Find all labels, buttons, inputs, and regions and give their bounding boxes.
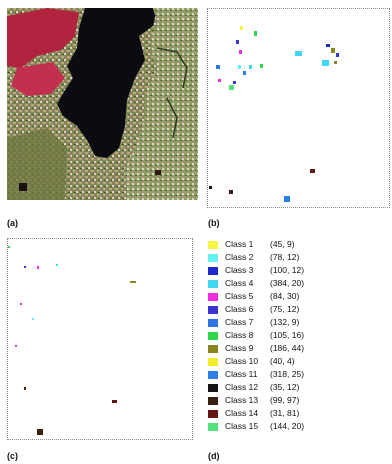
legend-class-count: (45, 9) [270,239,295,249]
legend-row-class-2: Class 2 (78, 12) [208,251,392,264]
legend-class-name: Class 9 [225,343,254,353]
legend-class-name: Class 4 [225,278,254,288]
satellite-image-panel [7,8,198,200]
legend-class-name: Class 3 [225,265,254,275]
legend-swatch [208,266,218,275]
legend-class-name: Class 8 [225,330,254,340]
legend-row-class-6: Class 6 (75, 12) [208,303,392,316]
legend-class-name: Class 11 [225,369,258,379]
class-legend: Class 1 (45, 9) Class 2 (78, 12) Class 3… [208,238,392,433]
legend-row-class-8: Class 8 (105, 16) [208,329,392,342]
legend-swatch [208,383,218,392]
legend-row-class-3: Class 3 (100, 12) [208,264,392,277]
legend-class-name: Class 15 [225,421,259,431]
legend-class-count: (318, 25) [270,369,305,379]
legend-class-count: (31, 81) [270,408,300,418]
legend-row-class-7: Class 7 (132, 9) [208,316,392,329]
legend-swatch [208,305,218,314]
legend-row-class-11: Class 11 (318, 25) [208,368,392,381]
legend-swatch [208,344,218,353]
legend-swatch [208,253,218,262]
legend-class-count: (40, 4) [270,356,295,366]
classification-map-c-points [8,246,136,435]
legend-class-count: (186, 44) [270,343,305,353]
legend-class-count: (35, 12) [270,382,300,392]
legend-class-count: (105, 16) [270,330,305,340]
legend-class-name: Class 2 [225,252,254,262]
legend-row-class-9: Class 9 (186, 44) [208,342,392,355]
legend-class-count: (78, 12) [270,252,300,262]
legend-class-name: Class 12 [225,382,259,392]
legend-swatch [208,331,218,340]
legend-class-count: (84, 30) [270,291,300,301]
legend-class-name: Class 13 [225,395,259,405]
classification-map-b-points [209,26,339,202]
legend-class-count: (100, 12) [270,265,305,275]
legend-swatch [208,396,218,405]
legend-class-count: (144, 20) [270,421,305,431]
legend-row-class-15: Class 15 (144, 20) [208,420,392,433]
legend-row-class-13: Class 13 (99, 97) [208,394,392,407]
legend-class-count: (132, 9) [270,317,300,327]
panel-label-c: (c) [7,451,18,461]
legend-class-name: Class 5 [225,291,254,301]
legend-class-name: Class 14 [225,408,259,418]
panel-label-a: (a) [7,218,18,228]
satellite-image [7,8,198,200]
legend-class-count: (99, 97) [270,395,300,405]
panel-label-d: (d) [208,451,220,461]
legend-swatch [208,357,218,366]
legend-row-class-4: Class 4 (384, 20) [208,277,392,290]
legend-swatch [208,318,218,327]
legend-row-class-10: Class 10 (40, 4) [208,355,392,368]
legend-class-name: Class 6 [225,304,254,314]
legend-swatch [208,292,218,301]
classification-map-b [207,8,390,208]
legend-row-class-1: Class 1 (45, 9) [208,238,392,251]
classification-map-c [7,238,193,440]
legend-swatch [208,370,218,379]
legend-class-name: Class 7 [225,317,254,327]
panel-label-b: (b) [208,218,220,228]
legend-swatch [208,409,218,418]
legend-class-name: Class 1 [225,239,254,249]
legend-swatch [208,279,218,288]
legend-class-count: (75, 12) [270,304,300,314]
legend-row-class-14: Class 14 (31, 81) [208,407,392,420]
legend-swatch [208,240,218,249]
legend-swatch [208,422,218,431]
legend-class-name: Class 10 [225,356,259,366]
legend-class-count: (384, 20) [270,278,305,288]
legend-row-class-5: Class 5 (84, 30) [208,290,392,303]
legend-row-class-12: Class 12 (35, 12) [208,381,392,394]
